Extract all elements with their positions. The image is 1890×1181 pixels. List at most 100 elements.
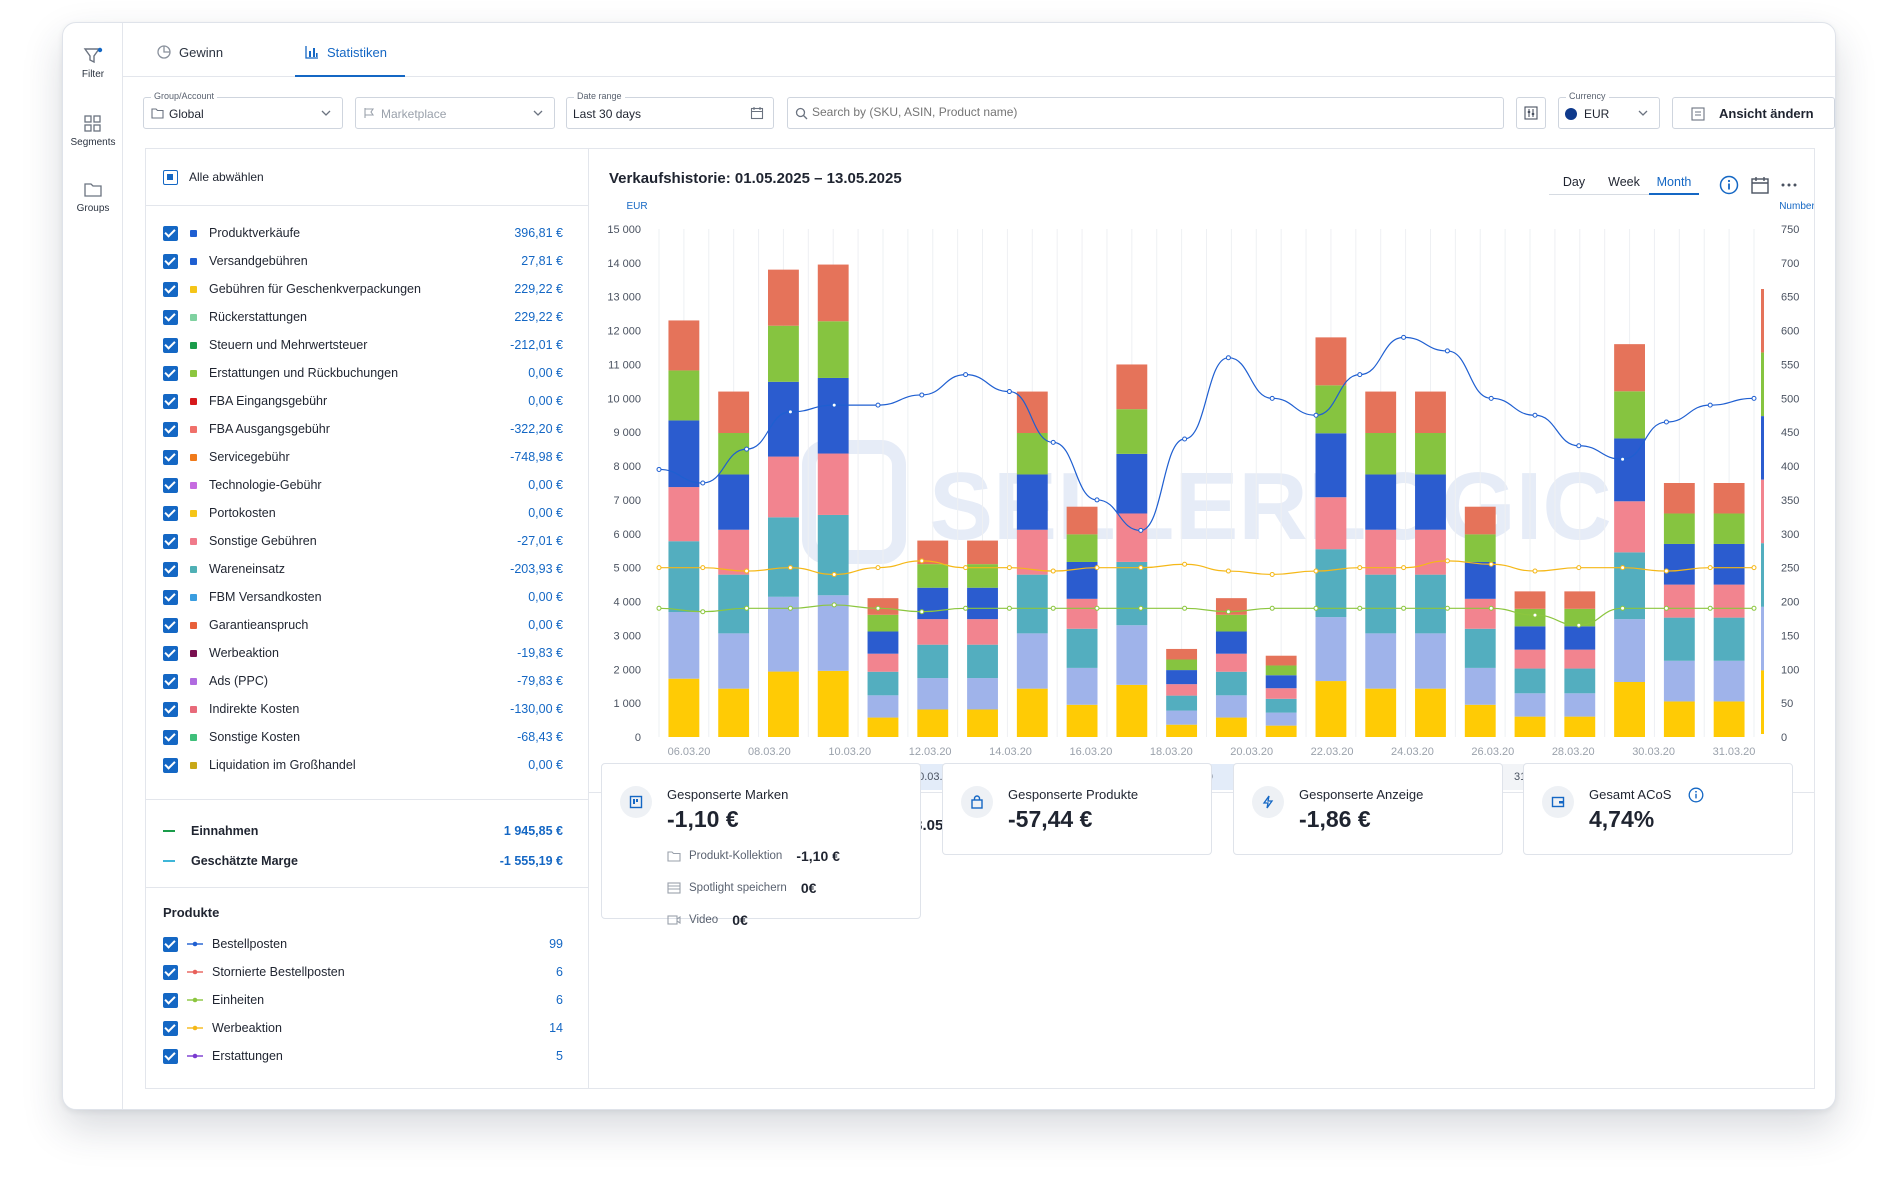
- product-checkbox[interactable]: [163, 936, 178, 952]
- metric-checkbox[interactable]: [163, 253, 178, 269]
- series-point: [1138, 605, 1144, 611]
- metric-checkbox[interactable]: [163, 645, 178, 661]
- product-value: 6: [556, 993, 563, 1007]
- select-all-row[interactable]: Alle abwählen: [163, 167, 563, 187]
- bar-segment: [1663, 617, 1695, 661]
- bar-segment: [1464, 534, 1496, 562]
- series-point: [1313, 568, 1319, 574]
- rail-segments[interactable]: Segments: [63, 115, 123, 148]
- product-checkbox[interactable]: [163, 964, 178, 980]
- metric-row[interactable]: Rückerstattungen 229,22 €: [163, 307, 563, 327]
- metric-row[interactable]: FBM Versandkosten 0,00 €: [163, 587, 563, 607]
- group-account-select[interactable]: Group/Account Global: [143, 91, 343, 129]
- metric-row[interactable]: Sonstige Kosten -68,43 €: [163, 727, 563, 747]
- metric-checkbox[interactable]: [163, 757, 178, 773]
- metric-row[interactable]: Liquidation im Großhandel 0,00 €: [163, 755, 563, 775]
- settings-button[interactable]: [1516, 97, 1546, 129]
- metric-checkbox[interactable]: [163, 421, 178, 437]
- more-icon[interactable]: [1779, 175, 1799, 195]
- metric-checkbox[interactable]: [163, 337, 178, 353]
- rail-segments-label: Segments: [70, 137, 116, 148]
- tab-statistiken[interactable]: Statistiken: [295, 45, 405, 77]
- date-range-field[interactable]: Date range Last 30 days: [566, 91, 774, 129]
- metric-checkbox[interactable]: [163, 309, 178, 325]
- series-point: [1663, 568, 1669, 574]
- product-row[interactable]: Werbeaktion 14: [163, 1018, 563, 1038]
- info-icon[interactable]: [1719, 175, 1739, 195]
- metric-checkbox[interactable]: [163, 281, 178, 297]
- search-field[interactable]: [787, 97, 1504, 129]
- x-tick-label: 14.03.20: [989, 746, 1032, 758]
- bar-segment: [1116, 453, 1148, 514]
- metric-row[interactable]: Gebühren für Geschenkverpackungen 229,22 …: [163, 279, 563, 299]
- bar-segment: [718, 474, 750, 530]
- product-checkbox[interactable]: [163, 992, 178, 1008]
- metric-row[interactable]: Versandgebühren 27,81 €: [163, 251, 563, 271]
- series-point: [1050, 439, 1056, 445]
- metric-row[interactable]: Garantieanspruch 0,00 €: [163, 615, 563, 635]
- product-checkbox[interactable]: [163, 1020, 178, 1036]
- metric-row[interactable]: Erstattungen und Rückbuchungen 0,00 €: [163, 363, 563, 383]
- period-tab-month[interactable]: Month: [1649, 169, 1699, 195]
- metric-checkbox[interactable]: [163, 701, 178, 717]
- info-icon[interactable]: [1688, 787, 1704, 803]
- metric-checkbox[interactable]: [163, 449, 178, 465]
- legend-swatch: [190, 761, 197, 769]
- metric-row[interactable]: FBA Ausgangsgebühr -322,20 €: [163, 419, 563, 439]
- x-tick-label: 06.03.20: [668, 746, 711, 758]
- metric-row[interactable]: Portokosten 0,00 €: [163, 503, 563, 523]
- metric-label: Sonstige Gebühren: [209, 534, 317, 548]
- calendar-icon[interactable]: [750, 106, 764, 120]
- rail-filter[interactable]: Filter: [63, 47, 123, 80]
- metric-checkbox[interactable]: [163, 589, 178, 605]
- period-tab-week[interactable]: Week: [1599, 169, 1649, 195]
- change-view-button[interactable]: Ansicht ändern: [1672, 97, 1835, 129]
- currency-select[interactable]: Currency EUR: [1558, 91, 1660, 129]
- select-all-checkbox[interactable]: [163, 169, 178, 185]
- product-row[interactable]: Bestellposten 99: [163, 934, 563, 954]
- product-row[interactable]: Stornierte Bestellposten 6: [163, 962, 563, 982]
- product-checkbox[interactable]: [163, 1048, 178, 1064]
- product-value: 6: [556, 965, 563, 979]
- metric-row[interactable]: Indirekte Kosten -130,00 €: [163, 699, 563, 719]
- bar-segment: [1066, 598, 1098, 629]
- series-point: [1094, 565, 1100, 571]
- metric-value: 0,00 €: [528, 590, 563, 604]
- metric-row[interactable]: Werbeaktion -19,83 €: [163, 643, 563, 663]
- search-input[interactable]: [812, 105, 1492, 119]
- metric-checkbox[interactable]: [163, 561, 178, 577]
- product-row[interactable]: Einheiten 6: [163, 990, 563, 1010]
- rail-groups[interactable]: Groups: [63, 181, 123, 214]
- marketplace-placeholder: Marketplace: [381, 107, 447, 121]
- metric-row[interactable]: Wareneinsatz -203,93 €: [163, 559, 563, 579]
- legend-swatch: [190, 369, 197, 377]
- metric-row[interactable]: Steuern und Mehrwertsteuer -212,01 €: [163, 335, 563, 355]
- metric-checkbox[interactable]: [163, 225, 178, 241]
- axis-color-strip: [1761, 543, 1764, 607]
- metric-row[interactable]: Sonstige Gebühren -27,01 €: [163, 531, 563, 551]
- metric-row[interactable]: Ads (PPC) -79,83 €: [163, 671, 563, 691]
- metric-checkbox[interactable]: [163, 729, 178, 745]
- metric-row[interactable]: Servicegebühr -748,98 €: [163, 447, 563, 467]
- marketplace-select[interactable]: Marketplace: [355, 97, 555, 129]
- bar-segment: [1116, 684, 1148, 737]
- metric-checkbox[interactable]: [163, 365, 178, 381]
- calendar-icon[interactable]: [1750, 175, 1770, 195]
- metric-checkbox[interactable]: [163, 673, 178, 689]
- product-row[interactable]: Erstattungen 5: [163, 1046, 563, 1066]
- metric-checkbox[interactable]: [163, 617, 178, 633]
- metric-checkbox[interactable]: [163, 393, 178, 409]
- store-icon: [667, 882, 681, 894]
- metric-checkbox[interactable]: [163, 477, 178, 493]
- metric-checkbox[interactable]: [163, 533, 178, 549]
- metric-row[interactable]: Technologie-Gebühr 0,00 €: [163, 475, 563, 495]
- bar-segment: [1713, 660, 1745, 702]
- line-marker-icon: [187, 1025, 203, 1031]
- series-point: [1138, 527, 1144, 533]
- period-tab-day[interactable]: Day: [1549, 169, 1599, 195]
- metric-row[interactable]: FBA Eingangsgebühr 0,00 €: [163, 391, 563, 411]
- metric-checkbox[interactable]: [163, 505, 178, 521]
- y-tick-label: 3 000: [613, 630, 641, 642]
- metric-row[interactable]: Produktverkäufe 396,81 €: [163, 223, 563, 243]
- tab-gewinn[interactable]: Gewinn: [147, 45, 233, 77]
